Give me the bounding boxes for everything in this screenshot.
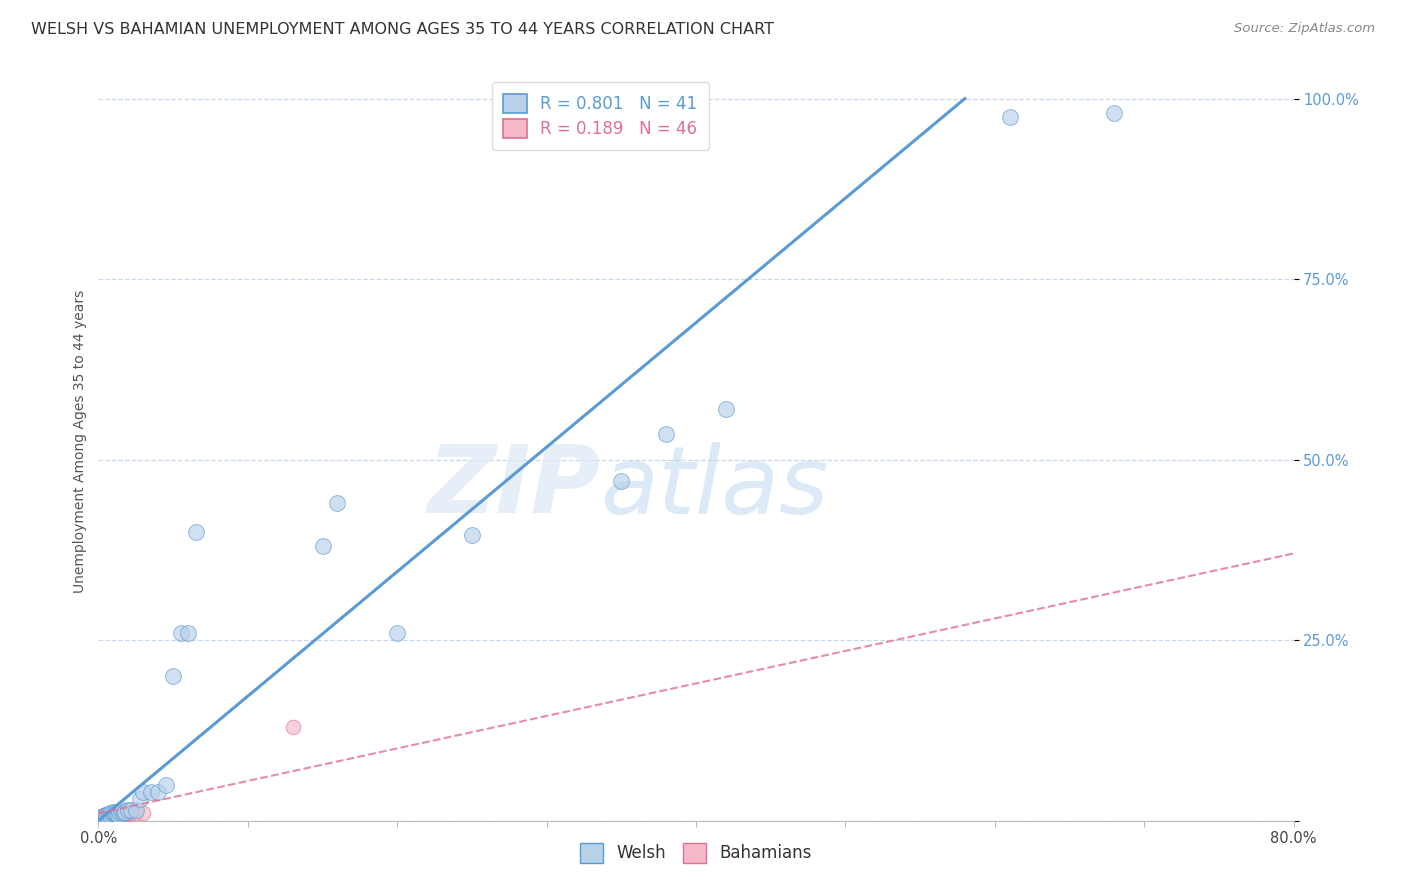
- Point: [94, 812, 117, 826]
- Point: [93, 811, 115, 825]
- Point: [89, 812, 111, 826]
- Point: [311, 539, 333, 553]
- Point: [97, 808, 120, 822]
- Point: [103, 808, 125, 822]
- Point: [94, 808, 117, 822]
- Point: [169, 626, 191, 640]
- Point: [91, 811, 114, 825]
- Point: [125, 806, 148, 821]
- Point: [129, 792, 152, 806]
- Point: [101, 809, 124, 823]
- Point: [162, 669, 184, 683]
- Point: [108, 805, 131, 819]
- Text: atlas: atlas: [600, 442, 828, 533]
- Point: [326, 496, 349, 510]
- Point: [111, 808, 134, 822]
- Point: [114, 805, 136, 819]
- Point: [93, 809, 115, 823]
- Point: [655, 427, 678, 442]
- Point: [132, 806, 155, 821]
- Point: [104, 807, 127, 822]
- Point: [94, 810, 117, 824]
- Point: [184, 524, 207, 539]
- Point: [998, 110, 1021, 124]
- Point: [132, 785, 155, 799]
- Point: [96, 809, 118, 823]
- Point: [103, 806, 125, 821]
- Point: [105, 805, 128, 819]
- Point: [103, 810, 125, 824]
- Point: [139, 785, 162, 799]
- Point: [112, 807, 135, 822]
- Point: [114, 806, 136, 821]
- Point: [94, 810, 117, 824]
- Text: ZIP: ZIP: [427, 441, 600, 533]
- Point: [90, 812, 112, 826]
- Point: [98, 810, 122, 824]
- Point: [148, 785, 170, 799]
- Point: [107, 808, 129, 822]
- Point: [97, 810, 120, 824]
- Point: [177, 626, 200, 640]
- Point: [98, 808, 122, 822]
- Point: [98, 808, 122, 822]
- Point: [714, 402, 737, 417]
- Point: [461, 528, 484, 542]
- Point: [104, 806, 127, 821]
- Point: [96, 811, 118, 825]
- Point: [105, 808, 128, 822]
- Point: [155, 778, 177, 792]
- Point: [98, 806, 122, 821]
- Point: [103, 805, 125, 819]
- Point: [107, 806, 129, 821]
- Point: [90, 812, 112, 826]
- Point: [117, 807, 139, 822]
- Point: [610, 475, 633, 489]
- Point: [90, 809, 112, 823]
- Point: [90, 810, 112, 824]
- Point: [110, 808, 132, 822]
- Point: [104, 809, 127, 823]
- Point: [120, 803, 142, 817]
- Point: [108, 808, 131, 822]
- Point: [89, 810, 111, 824]
- Text: WELSH VS BAHAMIAN UNEMPLOYMENT AMONG AGES 35 TO 44 YEARS CORRELATION CHART: WELSH VS BAHAMIAN UNEMPLOYMENT AMONG AGE…: [31, 22, 773, 37]
- Y-axis label: Unemployment Among Ages 35 to 44 years: Unemployment Among Ages 35 to 44 years: [73, 290, 87, 593]
- Point: [93, 808, 115, 822]
- Point: [110, 806, 132, 821]
- Point: [111, 803, 134, 817]
- Point: [96, 809, 118, 823]
- Point: [97, 807, 120, 822]
- Point: [90, 811, 112, 825]
- Point: [117, 803, 139, 817]
- Point: [94, 807, 117, 822]
- Text: Source: ZipAtlas.com: Source: ZipAtlas.com: [1234, 22, 1375, 36]
- Point: [91, 810, 114, 824]
- Point: [385, 626, 409, 640]
- Point: [110, 805, 132, 819]
- Point: [91, 808, 114, 822]
- Point: [96, 808, 118, 822]
- Point: [107, 808, 129, 822]
- Point: [98, 806, 122, 821]
- Point: [125, 803, 148, 817]
- Point: [1104, 106, 1126, 120]
- Point: [94, 808, 117, 822]
- Point: [281, 720, 304, 734]
- Point: [101, 808, 124, 822]
- Point: [93, 809, 115, 823]
- Point: [112, 806, 135, 821]
- Point: [103, 806, 125, 821]
- Point: [105, 809, 128, 823]
- Point: [91, 812, 114, 826]
- Legend: Welsh, Bahamians: Welsh, Bahamians: [574, 837, 818, 869]
- Point: [120, 805, 142, 820]
- Point: [97, 808, 120, 822]
